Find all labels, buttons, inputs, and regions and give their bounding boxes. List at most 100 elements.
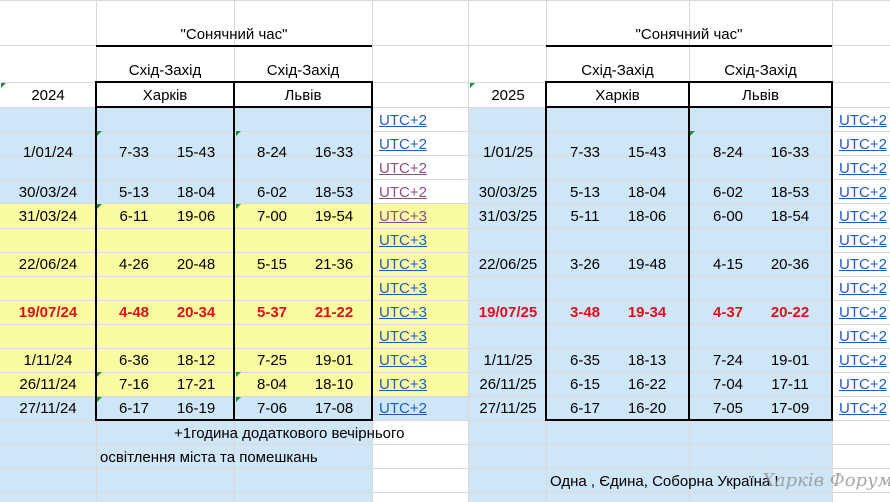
utc-link[interactable]: UTC+3	[379, 256, 427, 273]
lviv-sunset: 18-53	[770, 184, 810, 201]
lviv-sunrise: 5-15	[256, 256, 288, 273]
left-note-line2: освітлення міста та помешкань	[100, 449, 318, 466]
grid-row-line	[0, 324, 890, 325]
kharkiv-sunset: 16-19	[176, 400, 216, 417]
right-table-divider	[688, 81, 690, 421]
lviv-sunset: 21-36	[314, 256, 354, 273]
left-col1-city: Харків	[142, 87, 188, 104]
left-col1-head: Схід-Захід	[128, 62, 202, 79]
utc-link[interactable]: UTC+2	[839, 280, 887, 297]
comment-marker	[470, 83, 475, 88]
utc-link[interactable]: UTC+3	[379, 352, 427, 369]
lviv-sunset: 17-08	[314, 400, 354, 417]
grid-row-line	[0, 179, 890, 180]
utc-link[interactable]: UTC+2	[839, 184, 887, 201]
utc-link[interactable]: UTC+2	[839, 400, 887, 417]
utc-link[interactable]: UTC+2	[379, 136, 427, 153]
row-date: 30/03/24	[18, 184, 78, 201]
utc-link[interactable]: UTC+3	[379, 328, 427, 345]
utc-link[interactable]: UTC+3	[379, 376, 427, 393]
lviv-sunset: 16-33	[314, 144, 354, 161]
kharkiv-sunset: 16-20	[627, 400, 667, 417]
utc-link[interactable]: UTC+2	[839, 376, 887, 393]
row-date: 1/11/24	[23, 352, 73, 369]
kharkiv-sunrise: 3-48	[569, 304, 601, 321]
utc-link[interactable]: UTC+3	[379, 208, 427, 225]
kharkiv-sunset: 19-48	[627, 256, 667, 273]
kharkiv-sunrise: 7-33	[118, 144, 150, 161]
lviv-sunrise: 7-05	[712, 400, 744, 417]
grid-row-line	[0, 444, 890, 445]
kharkiv-sunrise: 6-36	[118, 352, 150, 369]
utc-link[interactable]: UTC+2	[839, 328, 887, 345]
lviv-sunrise: 8-04	[256, 376, 288, 393]
utc-link[interactable]: UTC+3	[379, 280, 427, 297]
utc-link[interactable]: UTC+2	[379, 160, 427, 177]
utc-link[interactable]: UTC+2	[839, 112, 887, 129]
right-title: "Сонячний час"	[635, 26, 743, 43]
kharkiv-sunrise: 5-11	[570, 208, 600, 225]
comment-marker	[236, 131, 241, 136]
grid-row-line	[0, 372, 890, 373]
lviv-sunset: 18-10	[314, 376, 354, 393]
kharkiv-sunset: 15-43	[176, 144, 216, 161]
grid-row-line	[0, 252, 890, 253]
lviv-sunset: 20-36	[770, 256, 810, 273]
right-header-underline	[545, 106, 833, 108]
row-date: 1/01/24	[22, 144, 74, 161]
lviv-sunrise: 6-02	[256, 184, 288, 201]
utc-link[interactable]: UTC+2	[379, 184, 427, 201]
utc-link[interactable]: UTC+2	[379, 112, 427, 129]
grid-row-line	[0, 276, 890, 277]
utc-link[interactable]: UTC+2	[379, 400, 427, 417]
kharkiv-sunset: 19-06	[176, 208, 216, 225]
grid-row-line	[0, 82, 890, 83]
utc-link[interactable]: UTC+2	[839, 256, 887, 273]
lviv-sunrise: 7-24	[712, 352, 744, 369]
comment-marker	[97, 372, 102, 377]
comment-marker	[236, 204, 241, 209]
row-date: 1/11/25	[483, 352, 533, 369]
right-footer: Одна , Єдина, Соборна Україна !	[550, 473, 779, 490]
grid-col-line	[468, 0, 469, 502]
kharkiv-sunset: 18-13	[627, 352, 667, 369]
left-header-underline	[95, 106, 373, 108]
utc-link[interactable]: UTC+2	[839, 304, 887, 321]
kharkiv-sunset: 17-21	[176, 376, 216, 393]
grid-row-line	[0, 348, 890, 349]
lviv-sunset: 17-09	[770, 400, 810, 417]
kharkiv-sunrise: 4-26	[118, 256, 150, 273]
utc-link[interactable]: UTC+2	[839, 232, 887, 249]
utc-link[interactable]: UTC+3	[379, 232, 427, 249]
utc-link[interactable]: UTC+2	[839, 136, 887, 153]
kharkiv-sunrise: 6-17	[118, 400, 150, 417]
kharkiv-sunset: 18-04	[176, 184, 216, 201]
lviv-sunset: 19-01	[314, 352, 354, 369]
lviv-sunrise: 7-04	[712, 376, 744, 393]
lviv-sunset: 17-11	[771, 376, 809, 393]
lviv-sunset: 20-22	[770, 304, 810, 321]
grid-row-line	[0, 203, 890, 204]
row-date: 27/11/24	[19, 400, 77, 417]
row-date: 30/03/25	[478, 184, 538, 201]
row-date: 22/06/25	[478, 256, 538, 273]
kharkiv-sunset: 19-34	[627, 304, 667, 321]
grid-row-line	[0, 396, 890, 397]
grid-row-line	[0, 228, 890, 229]
comment-marker	[236, 397, 241, 402]
kharkiv-sunrise: 3-26	[569, 256, 601, 273]
right-col2-head: Схід-Захід	[724, 62, 797, 79]
right-col1-city: Харків	[595, 87, 640, 104]
kharkiv-sunrise: 6-11	[119, 208, 149, 225]
left-year: 2024	[31, 87, 65, 104]
comment-marker	[1, 83, 6, 88]
right-col1-head: Схід-Захід	[581, 62, 654, 79]
utc-link[interactable]: UTC+2	[839, 208, 887, 225]
utc-link[interactable]: UTC+2	[839, 160, 887, 177]
utc-link[interactable]: UTC+2	[839, 352, 887, 369]
lviv-sunset: 18-54	[770, 208, 810, 225]
comment-marker	[690, 131, 695, 136]
grid-row-line	[0, 468, 890, 469]
comment-marker	[97, 131, 102, 136]
utc-link[interactable]: UTC+3	[379, 304, 427, 321]
